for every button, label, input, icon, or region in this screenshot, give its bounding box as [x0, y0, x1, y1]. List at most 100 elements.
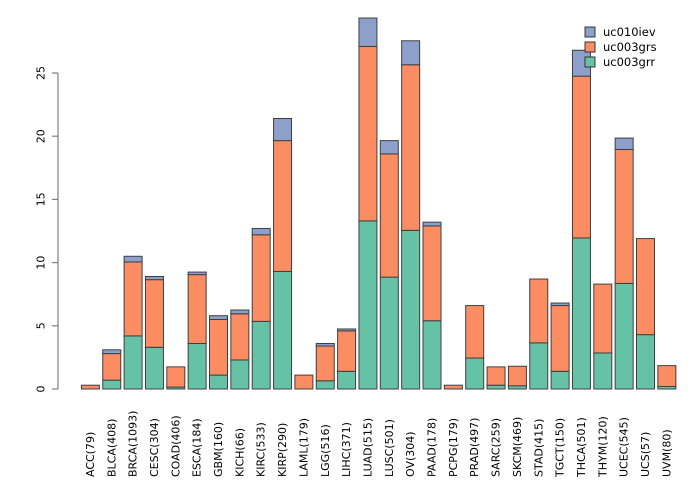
x-tick-label: BLCA(408) — [105, 419, 118, 477]
bar-segment-uc010iev — [401, 40, 421, 66]
bar-segment-uc003grr — [486, 384, 506, 390]
y-tick-label: 25 — [35, 66, 48, 80]
x-tick-label: BRCA(1093) — [127, 411, 140, 477]
bar-segment-uc003grr — [401, 229, 421, 390]
bar-segment-uc003grr — [123, 335, 143, 390]
x-tick-label: PAAD(178) — [426, 418, 439, 477]
bar-segment-uc010iev — [187, 271, 207, 276]
bar-segment-uc003grr — [144, 346, 164, 390]
bar-segment-uc003grr — [102, 379, 122, 390]
x-tick-label: TGCT(150) — [554, 418, 567, 478]
bar-segment-uc003grs — [379, 153, 399, 278]
bar-segment-uc003grs — [166, 366, 186, 388]
bar-segment-uc003grr — [571, 237, 591, 390]
legend-label: uc003grr — [603, 55, 655, 69]
x-tick-label: LIHC(371) — [340, 422, 353, 477]
bar-segment-uc010iev — [422, 221, 442, 227]
bar-segment-uc010iev — [230, 309, 250, 315]
bar-segment-uc003grr — [337, 370, 357, 390]
x-tick-label: ESCA(184) — [191, 418, 204, 477]
y-tick-label: 10 — [35, 256, 48, 270]
bar-segment-uc003grs — [401, 64, 421, 231]
x-tick-label: GBM(160) — [212, 422, 225, 477]
bar-segment-uc003grr — [358, 220, 378, 390]
bar-segment-uc003grs — [486, 366, 506, 386]
bar-segment-uc003grs — [187, 274, 207, 344]
bar-segment-uc010iev — [614, 137, 634, 150]
bar-segment-uc010iev — [144, 276, 164, 281]
bar-segment-uc003grs — [273, 140, 293, 272]
x-tick-label: UCS(57) — [639, 432, 652, 477]
bar-segment-uc003grs — [657, 365, 677, 387]
bar-segment-uc003grr — [422, 320, 442, 390]
bar-segment-uc003grr — [465, 357, 485, 390]
bar-segment-uc010iev — [379, 140, 399, 155]
bar-segment-uc003grs — [358, 45, 378, 222]
bar-segment-uc003grs — [315, 345, 335, 382]
bar-segment-uc003grr — [209, 374, 228, 390]
x-tick-label: THYM(120) — [596, 416, 609, 478]
bar-segment-uc003grr — [614, 282, 634, 390]
bar-segment-uc003grs — [230, 313, 250, 361]
x-tick-label: KIRC(533) — [255, 422, 268, 477]
bar-segment-uc003grs — [422, 225, 442, 322]
bar-segment-uc003grs — [529, 278, 549, 344]
y-tick-label: 0 — [35, 386, 48, 393]
legend-label: uc003grs — [603, 40, 657, 54]
bar-segment-uc003grs — [614, 148, 634, 284]
x-tick-label: UVM(80) — [660, 429, 673, 477]
bar-segment-uc003grr — [636, 334, 655, 390]
bar-segment-uc010iev — [102, 349, 122, 355]
x-tick-label: ACC(79) — [84, 432, 97, 477]
bar-segment-uc003grs — [123, 261, 143, 337]
bar-segment-uc010iev — [251, 227, 271, 236]
x-tick-label: LUSC(501) — [383, 419, 396, 477]
legend-swatch-uc003grr — [584, 56, 596, 68]
bar-segment-uc003grr — [529, 342, 549, 390]
x-tick-label: LAML(179) — [297, 418, 310, 477]
bar-segment-uc003grs — [571, 75, 591, 239]
bar-segment-uc003grs — [144, 279, 164, 348]
bar-segment-uc003grs — [593, 283, 613, 354]
y-tick-label: 15 — [35, 192, 48, 206]
legend-swatch-uc010iev — [584, 26, 596, 38]
bar-segment-uc003grs — [337, 330, 357, 372]
bar-segment-uc003grs — [443, 384, 463, 390]
bar-segment-uc003grs — [636, 238, 655, 336]
x-tick-label: KIRP(290) — [276, 423, 289, 477]
bar-segment-uc010iev — [550, 302, 570, 307]
y-tick-label: 20 — [35, 129, 48, 143]
bar-segment-uc003grs — [251, 234, 271, 322]
x-tick-label: COAD(406) — [169, 415, 182, 477]
bar-segment-uc003grs — [465, 305, 485, 359]
bar-segment-uc010iev — [273, 118, 293, 142]
bar-segment-uc003grr — [273, 270, 293, 390]
bar-segment-uc003grr — [230, 359, 250, 390]
x-tick-label: PRAD(497) — [468, 418, 481, 477]
bar-segment-uc003grs — [80, 384, 100, 390]
bar-segment-uc010iev — [337, 328, 357, 332]
x-tick-label: STAD(415) — [532, 419, 545, 477]
bar-segment-uc010iev — [315, 342, 335, 347]
x-tick-label: SARC(259) — [490, 418, 503, 477]
bar-segment-uc003grs — [102, 353, 122, 381]
x-tick-label: KICH(66) — [233, 428, 246, 477]
x-tick-label: OV(304) — [404, 431, 417, 477]
x-tick-label: UCEC(545) — [618, 417, 631, 477]
bar-segment-uc003grr — [187, 342, 207, 390]
bar-segment-uc003grr — [593, 352, 613, 390]
bar-segment-uc010iev — [209, 315, 228, 320]
x-tick-label: SKCM(469) — [511, 417, 524, 477]
bar-segment-uc003grs — [550, 305, 570, 372]
bar-segment-uc010iev — [358, 17, 378, 47]
y-tick-label: 5 — [35, 322, 48, 329]
bar-segment-uc003grr — [379, 276, 399, 390]
legend-label: uc010iev — [603, 25, 656, 39]
bar-segment-uc003grr — [251, 320, 271, 390]
x-tick-label: PCPG(179) — [447, 418, 460, 477]
x-tick-label: THCA(501) — [575, 417, 588, 478]
bar-segment-uc003grs — [507, 365, 527, 387]
bar-segment-uc003grs — [209, 318, 228, 376]
